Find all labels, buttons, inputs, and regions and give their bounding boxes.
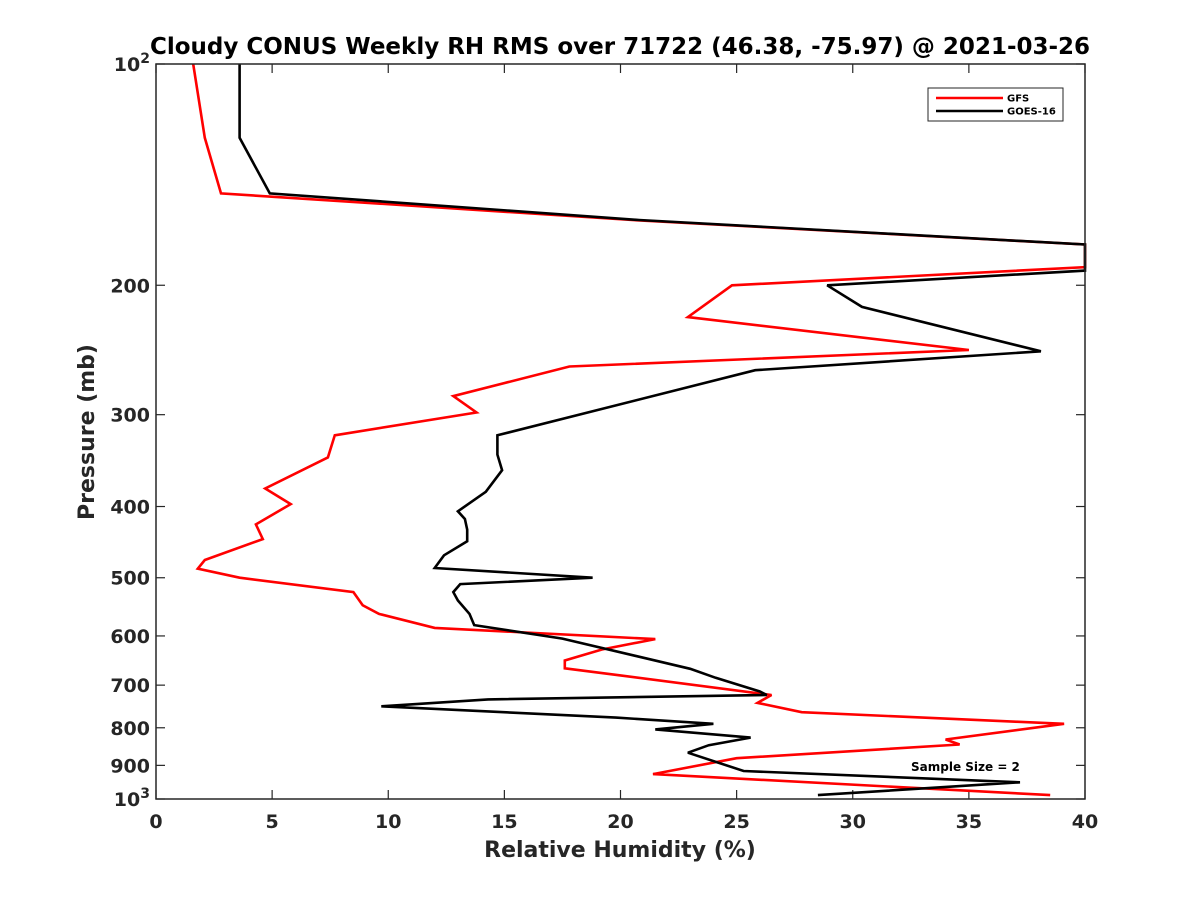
legend: GFS GOES-16 bbox=[927, 87, 1064, 122]
y-tick-label: 800 bbox=[110, 718, 150, 740]
y-tick-label: 900 bbox=[110, 755, 150, 777]
y-axis-label: Pressure (mb) bbox=[75, 344, 100, 520]
x-tick-label: 0 bbox=[149, 811, 162, 833]
x-tick-label: 35 bbox=[956, 811, 982, 833]
y-tick-label: 700 bbox=[110, 675, 150, 697]
y-tick-label: 300 bbox=[110, 405, 150, 427]
y-axis-ticks: 102 200 300 400 500 600 700 800 900 103 bbox=[110, 51, 1085, 811]
y-tick-label: 600 bbox=[110, 626, 150, 648]
plot-frame bbox=[155, 63, 1086, 800]
y-tick-label: 200 bbox=[110, 275, 150, 297]
series-line-gfs bbox=[191, 63, 1087, 797]
series-layer bbox=[191, 63, 1087, 797]
x-axis-ticks: 0 5 10 15 20 25 30 35 40 bbox=[149, 64, 1098, 833]
x-tick-label: 40 bbox=[1072, 811, 1098, 833]
x-tick-label: 20 bbox=[607, 811, 633, 833]
legend-label-gfs: GFS bbox=[1007, 94, 1029, 105]
x-tick-label: 30 bbox=[840, 811, 866, 833]
legend-box bbox=[927, 87, 1064, 122]
sample-size-annotation: Sample Size = 2 bbox=[911, 760, 1020, 774]
x-axis-label: Relative Humidity (%) bbox=[484, 838, 756, 863]
legend-label-goes16: GOES-16 bbox=[1007, 107, 1056, 118]
x-tick-label: 25 bbox=[723, 811, 749, 833]
x-tick-label: 10 bbox=[375, 811, 401, 833]
y-tick-label: 103 bbox=[114, 786, 150, 811]
chart-title: Cloudy CONUS Weekly RH RMS over 71722 (4… bbox=[150, 34, 1090, 60]
x-tick-label: 5 bbox=[266, 811, 279, 833]
y-tick-label: 500 bbox=[110, 568, 150, 590]
y-tick-label: 102 bbox=[114, 51, 150, 76]
x-tick-label: 15 bbox=[491, 811, 517, 833]
series-line-goes16 bbox=[238, 64, 1087, 797]
y-tick-label: 400 bbox=[110, 497, 150, 519]
